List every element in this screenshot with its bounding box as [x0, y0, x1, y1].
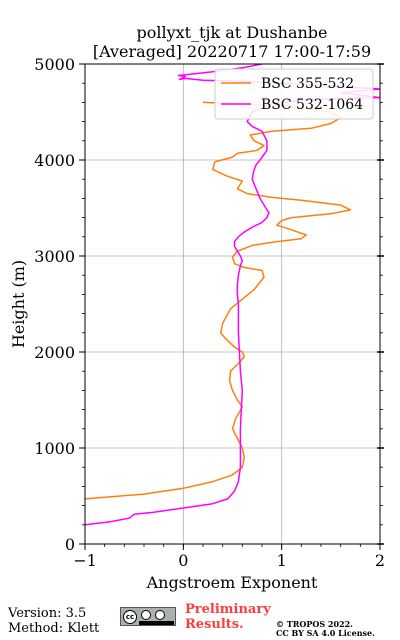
x-tick-label: 1 — [277, 551, 287, 570]
x-tick-label: 2 — [375, 551, 385, 570]
y-tick-label: 5000 — [34, 55, 75, 74]
series-line-2 — [85, 64, 380, 526]
footer-info: Version: 3.5 Method: Klett — [8, 606, 99, 636]
method-label: Method: Klett — [8, 621, 100, 636]
plot-frame — [84, 63, 381, 545]
x-tick-label: 0 — [178, 551, 188, 570]
x-axis-label: Angstroem Exponent — [146, 573, 318, 592]
y-tick-label: 1000 — [34, 439, 75, 458]
series-line-1 — [85, 101, 352, 500]
y-axis-label: Height (m) — [9, 260, 28, 348]
chart-title: pollyxt_tjk at Dushanbe — [136, 23, 327, 42]
chart-subtitle: [Averaged] 20220717 17:00-17:59 — [93, 42, 371, 61]
x-tick-label: −1 — [73, 551, 97, 570]
preliminary-results-label: Preliminary Results. — [185, 602, 271, 632]
y-tick-label: 4000 — [34, 151, 75, 170]
legend-label-2: BSC 532-1064 — [261, 97, 363, 113]
y-tick-label: 0 — [65, 535, 75, 554]
legend-label-1: BSC 355-532 — [261, 76, 354, 92]
cc-by-sa-icon: cc — [120, 607, 176, 626]
y-tick-label: 3000 — [34, 247, 75, 266]
version-label: Version: 3.5 — [8, 606, 87, 621]
legend-box — [214, 68, 374, 120]
tropos-license: © TROPOS 2022. CC BY SA 4.0 License. — [276, 619, 375, 638]
y-tick-label: 2000 — [34, 343, 75, 362]
